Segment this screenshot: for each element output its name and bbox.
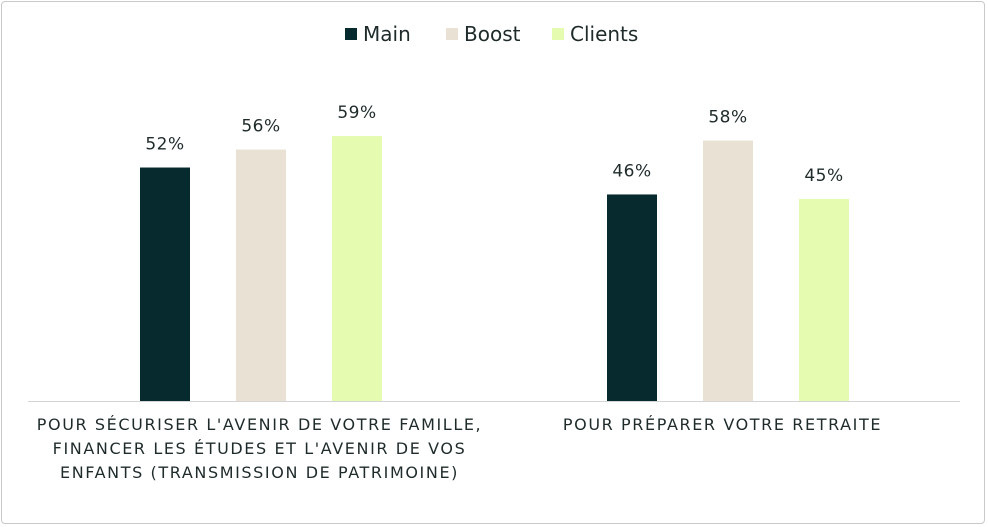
value-label-main-cat1: 52%	[145, 135, 184, 155]
legend-swatch-clients	[552, 28, 564, 40]
category-label-2: POUR PRÉPARER VOTRE RETRAITE	[562, 415, 883, 434]
value-labels-group: 52% 56% 59% 46% 58% 45%	[145, 103, 843, 186]
bar-main-cat2	[607, 194, 657, 401]
legend-label-clients: Clients	[570, 22, 638, 46]
legend: Main Boost Clients	[345, 22, 638, 46]
category-label-1: POUR SÉCURISER L'AVENIR DE VOTRE FAMILLE…	[36, 415, 483, 482]
value-label-main-cat2: 46%	[612, 161, 651, 181]
bars-group	[140, 136, 849, 401]
bar-clients-cat2	[799, 198, 849, 401]
bar-main-cat1	[140, 167, 190, 401]
legend-swatch-main	[345, 28, 357, 40]
value-label-boost-cat2: 58%	[708, 108, 747, 128]
bar-boost-cat2	[703, 140, 753, 401]
value-label-clients-cat2: 45%	[804, 166, 843, 186]
legend-swatch-boost	[446, 28, 458, 40]
legend-label-boost: Boost	[464, 22, 521, 46]
value-label-clients-cat1: 59%	[337, 103, 376, 123]
bar-boost-cat1	[236, 149, 286, 401]
bar-clients-cat1	[332, 136, 382, 401]
legend-label-main: Main	[363, 22, 411, 46]
value-label-boost-cat1: 56%	[241, 117, 280, 137]
